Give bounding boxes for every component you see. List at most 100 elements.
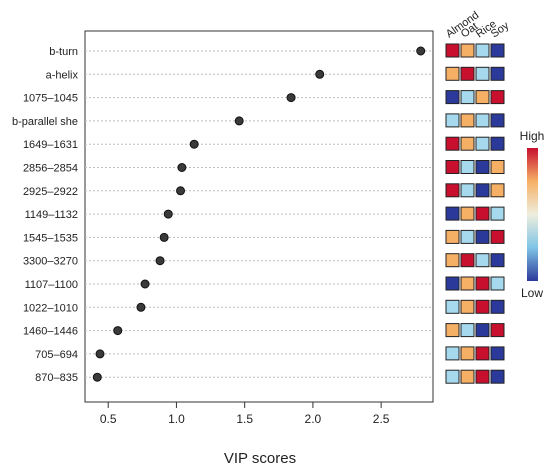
data-point (140, 279, 150, 289)
y-tick-label: 870–835 (35, 372, 78, 384)
heatmap-cell (475, 160, 490, 174)
y-tick-label: 1149–1132 (25, 209, 78, 221)
heatmap-cell (475, 183, 490, 198)
heatmap-cell (475, 229, 490, 244)
y-tick-label: 1107–1100 (25, 279, 78, 291)
heatmap-cell (460, 113, 475, 128)
heatmap-cell (475, 369, 490, 384)
y-tick-labels: b-turn a-helix 1075–1045 b-parallel she 1649… (12, 46, 79, 384)
heatmap-cell (445, 369, 460, 384)
y-tick-label: 1460–1446 (23, 326, 78, 338)
plot-frame (84, 30, 434, 403)
heatmap-cell (490, 276, 505, 291)
heatmap-cell (490, 90, 505, 105)
heatmap-cell (460, 66, 475, 81)
heatmap-cell (460, 369, 475, 384)
data-point (95, 349, 105, 359)
heatmap-cell (445, 160, 460, 174)
heatmap-cell (490, 206, 505, 221)
heatmap-cell (460, 229, 475, 244)
heatmap-cell (445, 113, 460, 128)
heatmap-cell (475, 299, 490, 314)
heatmap-cell (475, 66, 490, 81)
heatmap-cell (490, 229, 505, 244)
heatmap-cell (475, 253, 490, 268)
heatmap-cell (475, 90, 490, 105)
data-point (113, 326, 123, 336)
heatmap-cell (460, 160, 475, 174)
x-axis-title: VIP scores (224, 450, 296, 467)
heatmap-cell (445, 276, 460, 291)
heatmap-cell (445, 323, 460, 338)
heatmap-cell (490, 160, 505, 174)
heatmap-cell (490, 253, 505, 268)
x-tick-label: 2.0 (305, 412, 322, 426)
heatmap-cell (460, 183, 475, 198)
heatmap-cell (460, 253, 475, 268)
heatmap-cell (445, 136, 460, 151)
heatmap-cell (490, 346, 505, 361)
heatmap-cell (445, 206, 460, 221)
y-tick-label: a-helix (46, 69, 79, 81)
heatmap-cell (490, 136, 505, 151)
data-point (177, 163, 187, 172)
data-point (155, 256, 165, 266)
y-tick-label: b-parallel she (12, 116, 78, 128)
heatmap-cell (460, 90, 475, 105)
heatmap-cell (445, 90, 460, 105)
heatmap-cell (475, 113, 490, 128)
data-point (159, 232, 169, 242)
heatmap-cell (445, 43, 460, 58)
y-tick-label: 3300–3270 (23, 256, 78, 268)
heatmap-cell (475, 346, 490, 361)
heatmap-cell (475, 43, 490, 58)
heatmap-cell (490, 66, 505, 81)
heatmap-cell (460, 206, 475, 221)
y-tick-label: 1545–1535 (23, 232, 78, 244)
heatmap-cell (445, 66, 460, 81)
heatmap-cell (460, 299, 475, 314)
x-tick-label: 0.5 (100, 412, 117, 426)
colorbar (527, 148, 538, 281)
heatmap-cell (445, 229, 460, 244)
heatmap-cell (475, 206, 490, 221)
data-point (315, 69, 325, 79)
data-points (92, 46, 426, 382)
data-point (136, 302, 146, 312)
heatmap-cell (490, 323, 505, 338)
y-tick-label: 1022–1010 (23, 302, 78, 314)
y-tick-label: 1649–1631 (23, 139, 78, 151)
heatmap-cell (445, 346, 460, 361)
heatmap-cell (445, 183, 460, 198)
heatmap-cell (490, 113, 505, 128)
x-tick-label: 1.5 (236, 412, 253, 426)
data-point (234, 116, 244, 126)
data-point (176, 186, 186, 196)
heatmap-cell (460, 346, 475, 361)
heatmap-cell (490, 43, 505, 58)
y-tick-label: 2856–2854 (23, 163, 78, 175)
grid-lines (85, 50, 433, 378)
data-point (286, 93, 296, 103)
y-tick-label: 2925–2922 (23, 186, 78, 198)
colorbar-high-label: High (520, 129, 545, 143)
x-tick-label: 1.0 (168, 412, 185, 426)
heatmap-cell (490, 183, 505, 198)
data-point (416, 46, 426, 56)
heatmap-cell (490, 299, 505, 314)
y-tick-label: 1075–1045 (23, 93, 78, 105)
data-point (189, 139, 199, 149)
heatmap-cell (445, 299, 460, 314)
colorbar-low-label: Low (521, 286, 543, 300)
heatmap-cell (445, 253, 460, 268)
y-tick-label: 705–694 (35, 349, 78, 361)
data-point (163, 209, 173, 219)
heatmap-cell (490, 369, 505, 384)
x-axis: 0.5 1.0 1.5 2.0 2.5 (100, 401, 390, 426)
data-point (92, 372, 102, 382)
heatmap-cell (475, 323, 490, 338)
heatmap-cell (475, 136, 490, 151)
heatmap-cell (460, 323, 475, 338)
